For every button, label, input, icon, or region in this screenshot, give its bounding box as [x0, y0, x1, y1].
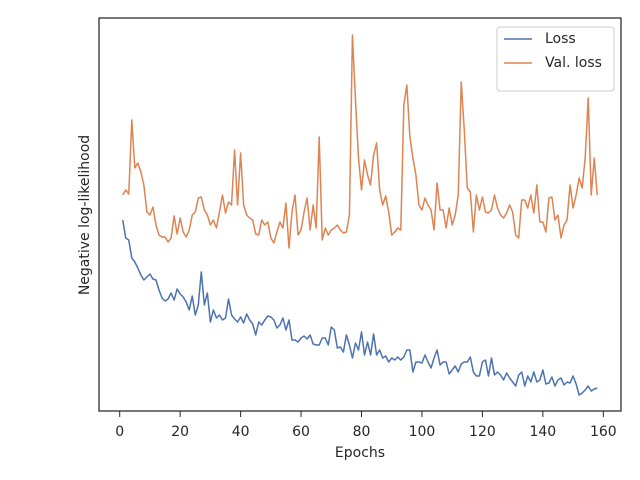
x-tick-label: 160 [590, 424, 617, 440]
y-axis-label: Negative log-likelihood [77, 135, 93, 295]
legend-label: Loss [545, 31, 576, 47]
x-tick-label: 80 [353, 424, 371, 440]
line-series [122, 34, 599, 249]
legend-label: Val. loss [545, 55, 602, 71]
x-tick-label: 0 [115, 424, 124, 440]
x-tick-label: 60 [292, 424, 310, 440]
legend-box [496, 26, 615, 92]
x-tick-label: 140 [529, 424, 556, 440]
x-tick-label: 20 [171, 424, 189, 440]
plot-frame [98, 17, 622, 412]
x-tick-label: 40 [232, 424, 250, 440]
line-series [121, 219, 598, 396]
x-axis-label: Epochs [335, 445, 385, 461]
x-tick-label: 120 [469, 424, 496, 440]
x-tick-label: 100 [409, 424, 436, 440]
